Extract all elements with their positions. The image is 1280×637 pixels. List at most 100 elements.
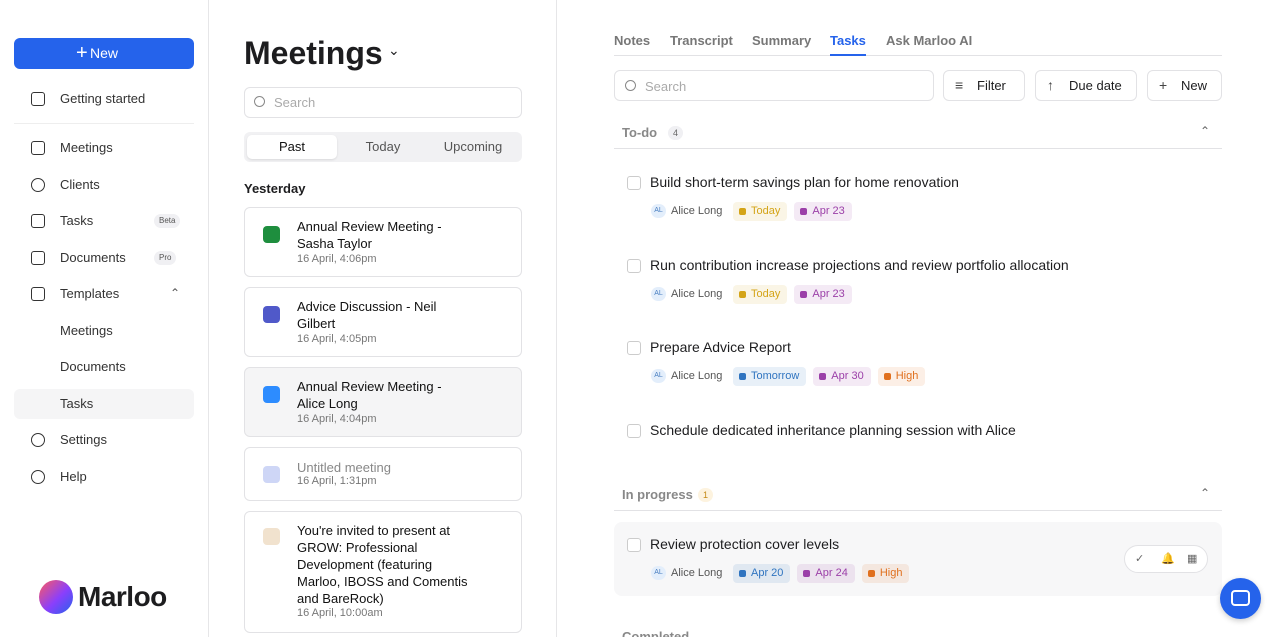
button[interactable]: ≡ Filter <box>943 70 1025 101</box>
tag[interactable]: Apr 23 <box>794 285 852 304</box>
tab[interactable]: Past <box>278 139 305 154</box>
section-line <box>614 148 1222 149</box>
task-title[interactable]: Build short-term savings plan for home r… <box>650 174 959 190</box>
tag[interactable]: Apr 30 <box>813 367 871 386</box>
task-title[interactable]: Run contribution increase projections an… <box>650 257 1069 273</box>
template-item[interactable]: Tasks <box>60 396 94 411</box>
button[interactable]: + New <box>1147 70 1222 101</box>
tag[interactable]: Today <box>733 202 788 221</box>
template-item[interactable]: Documents <box>60 359 126 374</box>
action[interactable]: 🔔 <box>1161 553 1175 565</box>
icon <box>31 251 45 265</box>
nav-item[interactable]: Meetings <box>60 140 113 155</box>
nav-item[interactable]: Clients <box>60 177 100 192</box>
tab[interactable]: Today <box>365 139 401 154</box>
template-item[interactable]: Meetings <box>60 323 113 338</box>
tag-dot <box>800 291 808 298</box>
tag[interactable]: Apr 24 <box>797 564 855 583</box>
action[interactable]: ▦ <box>1187 553 1198 565</box>
actions[interactable]: ✓ 🔔 ▦ <box>1124 545 1208 573</box>
checkbox[interactable] <box>627 341 641 355</box>
meeting-date: 16 April, 4:06pm <box>297 253 377 265</box>
tab[interactable]: Notes <box>614 33 651 48</box>
tag-dot <box>739 291 746 298</box>
button[interactable]: ↑ Due date <box>1035 70 1137 101</box>
tag[interactable]: High <box>861 564 910 583</box>
section-name[interactable]: In progress <box>622 487 693 502</box>
brand: Marloo <box>78 581 167 612</box>
checkbox[interactable] <box>627 538 641 552</box>
new-button[interactable]: New + <box>14 38 194 69</box>
tab[interactable]: Upcoming <box>443 139 503 154</box>
tab[interactable]: Tasks <box>830 33 866 48</box>
task-title[interactable]: Prepare Advice Report <box>650 339 791 355</box>
chat-button[interactable] <box>1220 578 1261 619</box>
tag-dot <box>739 208 746 215</box>
chat-icon[interactable] <box>1231 590 1250 606</box>
nav-item[interactable]: Settings <box>60 432 107 447</box>
initials: AL <box>651 204 666 218</box>
initials: AL <box>651 566 666 580</box>
meeting-card[interactable]: Annual Review Meeting - Alice Long 16 Apr… <box>244 367 522 437</box>
nav-item[interactable]: Documents <box>60 250 126 265</box>
label: New <box>89 45 118 61</box>
tab[interactable]: Transcript <box>670 33 733 48</box>
button-icon: ↑ <box>1047 77 1054 93</box>
meeting-title: You're invited to present at GROW: Profe… <box>297 523 468 606</box>
assignee: Alice Long <box>671 205 723 217</box>
checkbox[interactable] <box>627 259 641 273</box>
nav-item[interactable]: Templates <box>60 286 120 301</box>
middle-border <box>556 0 557 637</box>
action[interactable]: ✓ <box>1135 553 1145 565</box>
button-label: Filter <box>977 78 1006 93</box>
tag-label: High <box>895 370 919 382</box>
tag-dot <box>819 373 827 380</box>
tag[interactable]: High <box>877 367 926 386</box>
meeting-title: Untitled meeting <box>297 460 391 475</box>
nav-item[interactable]: Help <box>60 469 87 484</box>
section-name[interactable]: To-do <box>622 125 658 140</box>
icon <box>31 470 45 484</box>
checkbox[interactable] <box>627 176 641 190</box>
search[interactable]: Search <box>614 70 934 101</box>
tag-dot <box>867 570 875 577</box>
meeting-title: Annual Review Meeting - Alice Long <box>297 379 442 411</box>
search[interactable]: Search <box>244 87 522 118</box>
nav-item[interactable]: Tasks <box>60 213 94 228</box>
meeting-card[interactable]: Annual Review Meeting - Sasha Taylor 16 A… <box>244 207 522 277</box>
meeting-date: 16 April, 4:05pm <box>297 333 377 345</box>
meeting-icon <box>263 466 280 483</box>
section-name[interactable]: Completed <box>622 629 690 637</box>
plus: + <box>76 42 88 64</box>
tag[interactable]: Apr 23 <box>794 202 852 221</box>
tag[interactable]: Tomorrow <box>733 367 807 386</box>
tag[interactable]: Today <box>733 285 788 304</box>
icon <box>31 287 45 301</box>
tag-dot <box>800 208 808 215</box>
tab-underline <box>830 54 866 56</box>
tag-dot <box>883 373 891 380</box>
tag[interactable]: Apr 20 <box>733 564 791 583</box>
tag-dot <box>803 570 811 577</box>
meeting-card[interactable]: You're invited to present at GROW: Profe… <box>244 511 522 633</box>
task-title[interactable]: Review protection cover levels <box>650 536 840 552</box>
tab[interactable]: Summary <box>752 33 812 48</box>
group: Yesterday <box>244 181 306 196</box>
meeting-card[interactable]: Untitled meeting 16 April, 1:31pm <box>244 447 522 501</box>
meeting-card[interactable]: Advice Discussion - Neil Gilbert 16 April… <box>244 287 522 357</box>
tab[interactable]: Ask Marloo AI <box>886 33 973 48</box>
icon <box>31 433 45 447</box>
section-line <box>614 510 1222 511</box>
icon <box>31 178 45 192</box>
nav-item[interactable]: Getting started <box>60 91 146 106</box>
checkbox[interactable] <box>627 424 641 438</box>
assignee: Alice Long <box>671 567 723 579</box>
button-label: New <box>1181 78 1208 93</box>
icon <box>31 214 45 228</box>
tag-label: Tomorrow <box>751 370 800 382</box>
task-title[interactable]: Schedule dedicated inheritance planning … <box>650 422 1016 438</box>
tag-dot <box>739 570 746 577</box>
tag-label: Apr 23 <box>812 288 845 300</box>
chevron: ⌃ <box>170 286 181 300</box>
